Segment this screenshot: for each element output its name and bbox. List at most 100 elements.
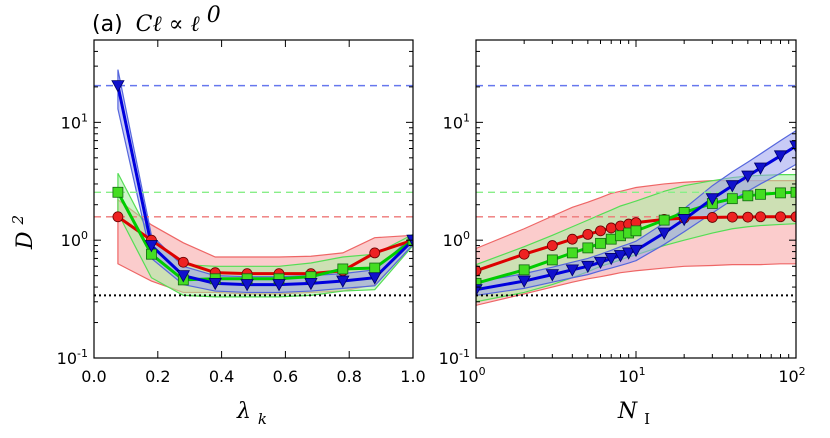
blue-triangles-marker [604,253,618,266]
blue-triangles-marker [725,180,740,193]
right-x-axis-label: N I [617,399,650,428]
red-circles-marker [546,240,558,251]
x-tick-label: 100 [458,365,485,386]
y-tick-label: 100 [443,229,470,250]
red-circles-marker [369,247,381,259]
red-circles-line [117,215,413,276]
red-circles-marker [566,233,578,245]
green-squares-marker [518,264,530,276]
y-tick-label-base: 10 [57,349,77,368]
blue-triangles-marker [240,279,254,292]
blue-triangles-marker [789,140,796,153]
y-axis-label: D 2 [9,215,38,250]
y-tick-label-base: 10 [443,113,463,132]
blue-triangles-marker [622,247,636,260]
blue-triangles-marker [368,272,382,285]
green-squares-marker [582,242,594,254]
title-formula: Cℓ ∝ ℓ [136,12,201,37]
red-circles-marker [595,225,606,237]
y-tick-label: 101 [443,111,470,132]
blue-triangles-marker [593,256,608,270]
y-tick-label-exp: 0 [81,229,88,242]
red-circles-marker [775,211,786,223]
red-circles-marker [742,211,754,223]
green-squares-marker [658,214,670,226]
y-tick-label-base: 10 [61,113,81,132]
green-squares-marker [566,247,578,259]
blue-triangles-marker [753,162,768,175]
blue-triangles-marker [144,240,159,253]
green-squares-marker [605,233,617,245]
x-tick-label-base: 10 [618,367,638,386]
x-tick-label-exp: 0 [479,365,486,378]
plot-area [476,84,796,306]
right-x-axis-label-sub: I [644,410,650,428]
blue-triangles-marker [629,244,643,258]
blue-triangles-marker [111,80,125,93]
y-tick-label: 10-1 [439,347,470,368]
axes-frame [93,39,414,359]
panel-label: (a) [92,12,123,37]
y-tick-label-base: 10 [61,231,81,250]
x-tick-label: 0.0 [81,367,106,386]
green-squares-marker [112,186,124,198]
blue-triangles-marker [705,193,720,206]
red-circles-marker [755,211,766,223]
red-circles-marker [706,212,718,223]
blue-triangles-marker [304,277,318,291]
right-x-axis-label-base: N [617,399,638,424]
blue-triangles-marker [613,250,628,263]
green-squares-marker [790,186,796,198]
left-x-axis-label-base: λ [236,399,251,424]
blue-triangles-band [476,129,796,296]
red-circles-marker [112,211,124,223]
red-circles-marker [476,265,482,277]
y-tick-label-exp: -1 [77,347,88,360]
y-tick-label-exp: 1 [81,111,88,124]
x-tick-label-base: 10 [458,367,478,386]
blue-triangles-marker [176,270,190,283]
blue-triangles-marker [741,170,755,183]
x-tick-label: 0.4 [209,367,234,386]
blue-triangles-marker [581,260,595,274]
plot-area [94,69,413,298]
green-squares-marker [595,237,606,249]
x-tick-label: 0.2 [145,367,170,386]
x-tick-label: 0.6 [273,367,298,386]
y-tick-label-exp: -1 [459,347,470,360]
green-squares-marker [742,190,754,202]
red-circles-marker [605,222,617,234]
blue-triangles-marker [773,150,788,163]
y-tick-label-base: 10 [439,349,459,368]
red-circles-marker [518,248,530,260]
blue-triangles-marker [272,279,286,292]
blue-triangles-marker [545,269,560,282]
x-tick-label: 1.0 [400,367,425,386]
green-squares-line [116,191,413,282]
x-tick-label-exp: 2 [799,365,806,378]
red-circles-marker [790,211,796,223]
green-squares-marker [775,187,786,199]
green-squares-marker [630,225,642,237]
y-tick-label: 10-1 [57,347,88,368]
blue-triangles-line [116,85,413,287]
blue-triangles-marker [565,264,580,277]
green-squares-marker [546,254,558,266]
green-squares-marker [337,263,349,275]
blue-triangles-marker [208,277,222,291]
red-circles-marker [177,256,189,268]
red-circles-marker [582,228,594,240]
blue-triangles-marker [677,214,691,227]
blue-triangles-marker [336,275,350,288]
panel-title: (a) Cℓ ∝ ℓ 0 [92,3,221,37]
x-tick-label: 102 [778,365,805,386]
blue-triangles-marker [657,227,671,240]
y-tick-label: 100 [61,229,88,250]
blue-triangles-marker [517,275,531,288]
red-circles-marker [726,211,738,223]
y-tick-label-exp: 1 [463,111,470,124]
y-tick-label: 101 [61,111,88,132]
x-tick-label: 0.8 [336,367,361,386]
